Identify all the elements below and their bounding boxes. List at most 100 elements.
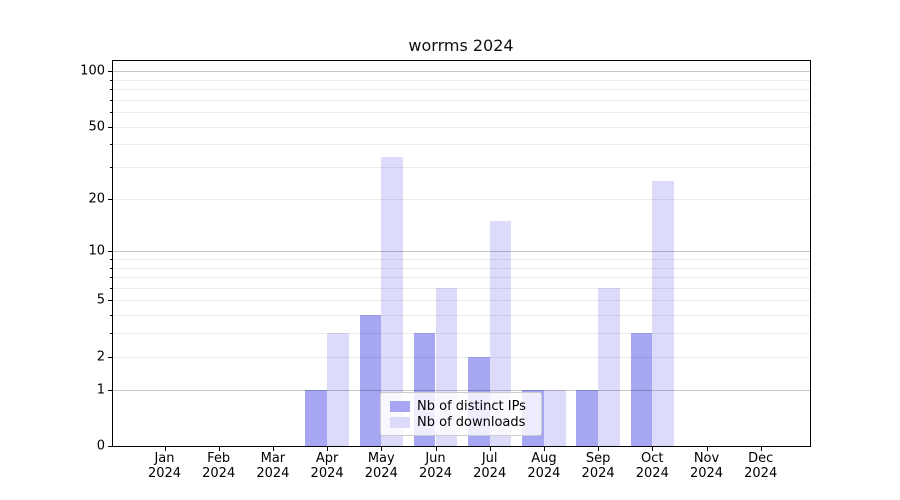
y-tick (108, 126, 112, 128)
gridline-minor (113, 356, 810, 358)
x-tick-month: Aug (531, 451, 557, 466)
y-tick (108, 389, 112, 391)
y-tick-label: 0 (96, 438, 105, 454)
y-tick (108, 198, 112, 200)
gridline-minor (113, 333, 810, 335)
x-tick-label: Jun 2024 (404, 451, 468, 481)
x-tick-month: Mar (260, 451, 286, 466)
x-tick (598, 447, 600, 451)
y-tick-label: 50 (88, 119, 105, 134)
x-tick (435, 447, 437, 451)
y-tick-label: 10 (88, 243, 105, 259)
x-tick-label: Nov 2024 (675, 451, 739, 481)
x-tick-year: 2024 (418, 466, 453, 481)
x-tick-year: 2024 (473, 466, 507, 481)
x-tick (164, 447, 166, 451)
x-tick-label: Feb 2024 (187, 451, 251, 481)
x-tick (489, 447, 491, 451)
gridline-major (113, 71, 810, 72)
x-tick-year: 2024 (744, 466, 778, 481)
x-tick-label: Sep 2024 (566, 451, 630, 481)
legend: Nb of distinct IPs Nb of downloads (380, 392, 542, 436)
bar-distinct-ips-may (359, 315, 382, 446)
x-tick (272, 447, 274, 451)
x-tick-label: Oct 2024 (620, 451, 684, 481)
x-tick-label: Jul 2024 (458, 451, 522, 481)
x-tick-month: Jun (425, 451, 446, 466)
bar-distinct-ips-sep (576, 389, 599, 446)
x-tick-label: Mar 2024 (241, 451, 305, 481)
x-tick-month: Oct (641, 451, 664, 466)
y-minor-tick (110, 258, 112, 260)
y-minor-tick (110, 333, 112, 335)
gridline-minor (113, 126, 810, 128)
bar-downloads-may (381, 157, 403, 446)
legend-label-downloads: Nb of downloads (417, 414, 526, 430)
chart-title: worrms 2024 (408, 36, 514, 55)
y-minor-tick (110, 315, 112, 317)
gridline-minor (113, 144, 810, 146)
gridline-major (113, 389, 810, 391)
legend-label-distinct-ips: Nb of distinct IPs (417, 398, 526, 414)
x-tick-label: Apr 2024 (295, 451, 359, 481)
y-tick-label: 2 (96, 349, 105, 365)
x-tick-month: Jul (481, 451, 498, 466)
bar-downloads-apr (327, 333, 349, 446)
x-tick-year: 2024 (256, 466, 290, 481)
x-tick-label: Aug 2024 (512, 451, 576, 481)
x-tick-year: 2024 (364, 466, 398, 481)
gridline-minor (113, 258, 810, 260)
x-tick-year: 2024 (689, 466, 724, 481)
legend-item-downloads: Nb of downloads (390, 414, 541, 430)
bar-downloads-oct (652, 181, 674, 446)
gridline-minor (113, 267, 810, 269)
bar-downloads-aug (543, 389, 566, 446)
legend-item-distinct-ips: Nb of distinct IPs (390, 398, 541, 414)
x-tick-month: May (367, 451, 395, 466)
y-tick (108, 300, 112, 302)
x-tick (652, 447, 654, 451)
gridline-minor (113, 198, 810, 200)
gridline-minor (113, 89, 810, 90)
y-tick-label: 1 (96, 382, 105, 398)
gridline-minor (113, 277, 810, 278)
x-tick-label: May 2024 (349, 451, 413, 481)
x-tick-year: 2024 (147, 466, 182, 481)
x-tick (760, 447, 762, 451)
y-minor-tick (110, 89, 112, 90)
legend-swatch-downloads (390, 416, 410, 428)
plot-area (112, 60, 811, 447)
y-minor-tick (110, 112, 112, 113)
x-tick-label: Jan 2024 (133, 451, 197, 481)
x-tick-month: Jan (154, 451, 175, 466)
x-tick-year: 2024 (527, 466, 561, 481)
gridline-minor (113, 79, 810, 81)
y-minor-tick (110, 267, 112, 269)
y-tick-label: 20 (88, 191, 105, 207)
y-tick (108, 356, 112, 358)
y-tick (108, 446, 112, 447)
bar-distinct-ips-apr (305, 389, 328, 446)
x-tick (381, 447, 383, 451)
gridline-minor (113, 112, 810, 113)
y-tick-label: 100 (80, 63, 105, 79)
x-tick (218, 447, 220, 451)
gridline-minor (113, 315, 810, 317)
gridline-minor (113, 99, 810, 101)
x-tick (543, 447, 545, 451)
y-minor-tick (110, 144, 112, 146)
y-minor-tick (110, 79, 112, 81)
gridline-major (113, 251, 810, 253)
bar-downloads-jul (489, 220, 512, 446)
x-tick-month: Dec (748, 451, 774, 466)
x-tick-month: Nov (693, 451, 720, 466)
y-minor-tick (110, 287, 112, 289)
gridline-minor (113, 287, 810, 289)
x-tick-month: Sep (585, 451, 611, 466)
x-tick-label: Dec 2024 (729, 451, 793, 481)
y-tick (108, 71, 112, 72)
x-tick-month: Feb (207, 451, 231, 466)
bar-distinct-ips-oct (630, 333, 653, 446)
x-tick-year: 2024 (202, 466, 236, 481)
